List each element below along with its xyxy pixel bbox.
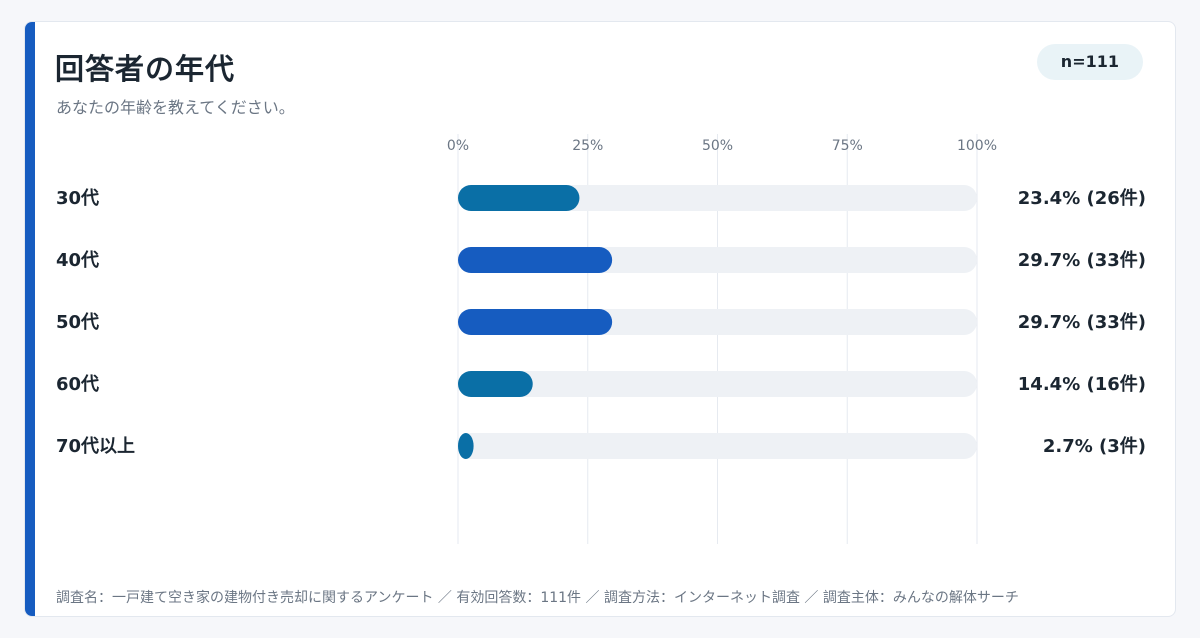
bar: [458, 371, 533, 397]
value-label: 2.7% (3件): [1043, 435, 1146, 457]
x-tick-label: 25%: [572, 138, 603, 154]
value-label: 23.4% (26件): [1018, 187, 1146, 209]
chart-card: 回答者の年代 あなたの年齢を教えてください。 n=111 0% 25% 50% 75%…: [24, 21, 1176, 617]
category-label: 50代: [56, 312, 99, 333]
value-label: 29.7% (33件): [1018, 311, 1146, 333]
sample-size-badge: n=111: [1036, 44, 1143, 80]
survey-footnote: 調査名：一戸建て空き家の建物付き売却に関するアンケート ／ 有効回答数：111件…: [56, 590, 1019, 606]
value-label: 29.7% (33件): [1018, 249, 1146, 271]
accent-bar: [25, 22, 35, 616]
category-label: 30代: [56, 188, 99, 209]
category-label: 70代以上: [56, 436, 135, 457]
bar-track: [458, 433, 977, 459]
chart-subtitle: あなたの年齢を教えてください。: [56, 98, 295, 117]
chart-title: 回答者の年代: [55, 52, 236, 86]
category-label: 40代: [56, 250, 99, 271]
bar: [458, 185, 580, 211]
x-tick-label: 75%: [832, 138, 863, 154]
bar: [458, 309, 613, 335]
x-tick-label: 100%: [957, 138, 997, 154]
bar-track: [458, 371, 977, 397]
value-label: 14.4% (16件): [1018, 373, 1146, 395]
bar: [458, 433, 474, 459]
category-label: 60代: [56, 374, 99, 395]
bar-track: [458, 185, 977, 211]
bar-chart: 0% 25% 50% 75% 100% 30代 23.4% (26件) 40代 29.7% (3…: [56, 134, 1146, 544]
bar: [458, 247, 613, 273]
x-tick-label: 50%: [702, 138, 733, 154]
x-tick-label: 0%: [447, 138, 469, 154]
